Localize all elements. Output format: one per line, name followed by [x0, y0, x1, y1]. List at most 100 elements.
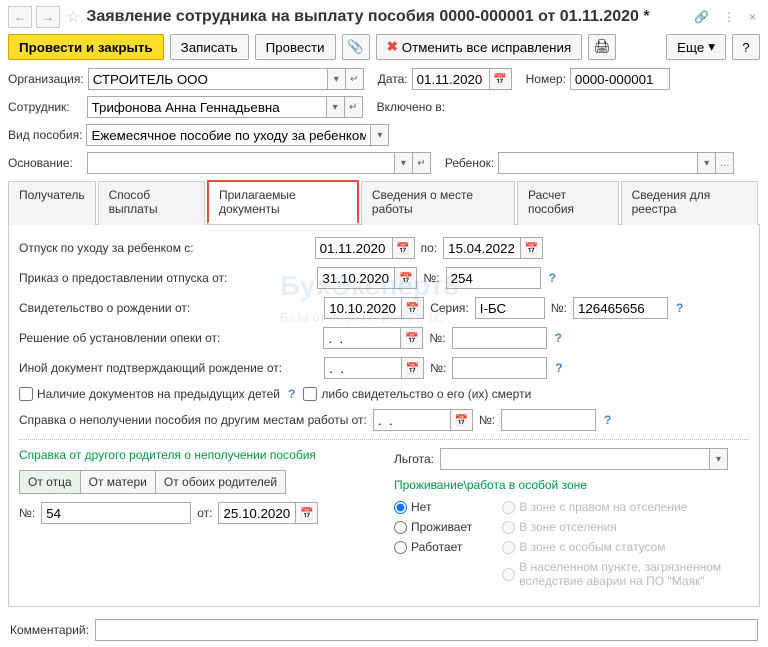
birth-num-input[interactable]	[573, 297, 668, 319]
ref-label: Справка о неполучении пособия по другим …	[19, 413, 367, 427]
attach-button[interactable]: 📎	[342, 34, 370, 60]
ref-help[interactable]: ?	[602, 413, 613, 427]
order-help[interactable]: ?	[547, 271, 558, 285]
other-help[interactable]: ?	[553, 361, 564, 375]
radio-zone: В зоне отселения	[502, 520, 722, 534]
radio-mayak: В населенном пункте, загрязненном вследс…	[502, 560, 722, 588]
basis-open[interactable]: ↵	[413, 152, 431, 174]
org-input[interactable]	[88, 68, 328, 90]
other-date-cal[interactable]: 📅	[402, 357, 424, 379]
date-label: Дата:	[378, 72, 408, 86]
leave-from-input[interactable]	[315, 237, 393, 259]
death-cert-check[interactable]: либо свидетельство о его (их) смерти	[303, 387, 531, 401]
tab-recipient[interactable]: Получатель	[8, 181, 96, 225]
more-icon[interactable]: ⋮	[719, 8, 739, 26]
birth-num-label: №:	[551, 301, 567, 315]
ref-num-input[interactable]	[501, 409, 596, 431]
nav-back[interactable]: ←	[8, 6, 32, 28]
cancel-all-button[interactable]: ✖Отменить все исправления	[376, 34, 583, 60]
emp-open[interactable]: ↵	[345, 96, 363, 118]
kind-input[interactable]	[86, 124, 371, 146]
help-button[interactable]: ?	[732, 34, 760, 60]
num-label: Номер:	[526, 72, 566, 86]
guardian-help[interactable]: ?	[553, 331, 564, 345]
ref2-num-label: №:	[19, 506, 35, 520]
org-open[interactable]: ↵	[346, 68, 364, 90]
close-icon[interactable]: ×	[745, 8, 760, 26]
to-label: по:	[421, 241, 438, 255]
prev-kids-help[interactable]: ?	[286, 387, 297, 401]
window-title: Заявление сотрудника на выплату пособия …	[86, 8, 686, 26]
emp-input[interactable]	[87, 96, 327, 118]
ref-num-label: №:	[479, 413, 495, 427]
tab-documents[interactable]: Прилагаемые документы	[207, 180, 359, 224]
emp-label: Сотрудник:	[8, 100, 70, 114]
leave-label: Отпуск по уходу за ребенком с:	[19, 241, 194, 255]
link-icon[interactable]: 🔗	[690, 8, 713, 26]
guardian-num-label: №:	[429, 331, 445, 345]
from-both-button[interactable]: От обоих родителей	[156, 470, 286, 494]
birth-date-input[interactable]	[324, 297, 402, 319]
child-more[interactable]: …	[716, 152, 734, 174]
emp-drop[interactable]: ▾	[327, 96, 345, 118]
other-num-input[interactable]	[452, 357, 547, 379]
birth-help[interactable]: ?	[674, 301, 685, 315]
ref2-label: Справка от другого родителя о неполучени…	[19, 448, 316, 462]
star-icon[interactable]: ☆	[66, 7, 80, 27]
birth-date-cal[interactable]: 📅	[402, 297, 424, 319]
from-mother-button[interactable]: От матери	[81, 470, 156, 494]
benefit-input[interactable]	[440, 448, 710, 470]
doc-date-input[interactable]	[412, 68, 490, 90]
birth-series-input[interactable]	[475, 297, 545, 319]
basis-input[interactable]	[87, 152, 395, 174]
comment-input[interactable]	[95, 619, 758, 641]
ref2-num-input[interactable]	[41, 502, 191, 524]
kind-drop[interactable]: ▾	[371, 124, 389, 146]
save-button[interactable]: Записать	[170, 34, 249, 60]
radio-status: В зоне с особым статусом	[502, 540, 722, 554]
basis-drop[interactable]: ▾	[395, 152, 413, 174]
radio-no[interactable]: Нет	[394, 500, 472, 514]
radio-work[interactable]: Работает	[394, 540, 472, 554]
tab-workplace[interactable]: Сведения о месте работы	[361, 181, 515, 225]
prev-kids-check[interactable]: Наличие документов на предыдущих детей	[19, 387, 280, 401]
child-drop[interactable]: ▾	[698, 152, 716, 174]
tab-registry[interactable]: Сведения для реестра	[621, 181, 758, 225]
guardian-date-cal[interactable]: 📅	[401, 327, 423, 349]
other-num-label: №:	[430, 361, 446, 375]
incl-label: Включено в:	[377, 100, 445, 114]
org-drop[interactable]: ▾	[328, 68, 346, 90]
tab-calculation[interactable]: Расчет пособия	[517, 181, 619, 225]
cancel-x-icon: ✖	[387, 39, 398, 55]
print-button[interactable]: 🖨	[588, 34, 616, 60]
leave-to-cal[interactable]: 📅	[521, 237, 543, 259]
nav-fwd[interactable]: →	[36, 6, 60, 28]
guardian-num-input[interactable]	[452, 327, 547, 349]
order-date-cal[interactable]: 📅	[395, 267, 417, 289]
other-date-input[interactable]	[324, 357, 402, 379]
leave-from-cal[interactable]: 📅	[393, 237, 415, 259]
doc-num-input[interactable]	[570, 68, 670, 90]
more-button[interactable]: Еще ▾	[666, 34, 726, 60]
guardian-date-input[interactable]	[323, 327, 401, 349]
benefit-label: Льгота:	[394, 452, 434, 466]
leave-to-input[interactable]	[443, 237, 521, 259]
child-input[interactable]	[498, 152, 698, 174]
order-num-input[interactable]	[446, 267, 541, 289]
tab-payment[interactable]: Способ выплаты	[98, 181, 205, 225]
ref-date-input[interactable]	[373, 409, 451, 431]
order-num-label: №:	[423, 271, 439, 285]
ref2-date-cal[interactable]: 📅	[296, 502, 318, 524]
ref-date-cal[interactable]: 📅	[451, 409, 473, 431]
other-label: Иной документ подтверждающий рождение от…	[19, 361, 282, 375]
doc-date-cal[interactable]: 📅	[490, 68, 512, 90]
conduct-button[interactable]: Провести	[255, 34, 336, 60]
from-father-button[interactable]: От отца	[19, 470, 81, 494]
benefit-drop[interactable]: ▾	[710, 448, 728, 470]
order-date-input[interactable]	[317, 267, 395, 289]
conduct-close-button[interactable]: Провести и закрыть	[8, 34, 164, 60]
child-label: Ребенок:	[445, 156, 494, 170]
zone-label: Проживание\работа в особой зоне	[394, 478, 587, 492]
radio-live[interactable]: Проживает	[394, 520, 472, 534]
ref2-date-input[interactable]	[218, 502, 296, 524]
